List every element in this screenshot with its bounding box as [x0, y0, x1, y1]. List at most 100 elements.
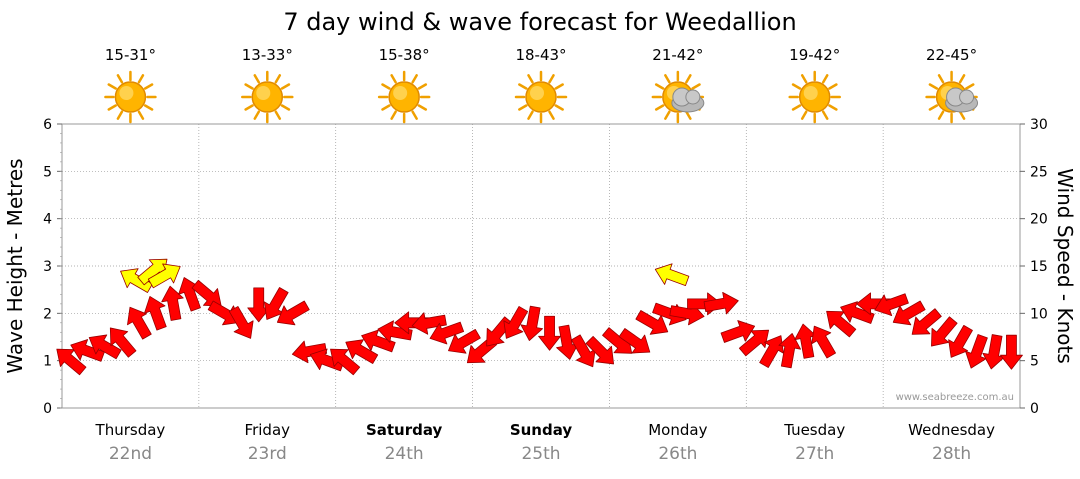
wind-arrow [874, 293, 909, 316]
wind-arrow [811, 325, 836, 359]
wind-arrow [1000, 334, 1023, 370]
wind-arrow [291, 340, 328, 364]
right-axis: 0 5 10 15 20 25 30 [1020, 117, 1048, 417]
day-temperature: 22-45° [926, 46, 977, 64]
gust-arrow [147, 263, 181, 289]
wind-arrow [276, 300, 310, 326]
day-temperature: 21-42° [652, 46, 703, 64]
tick-label-right: 30 [1030, 117, 1048, 133]
wind-arrow [56, 348, 87, 376]
watermark: www.seabreeze.com.au [896, 392, 1014, 403]
wind-arrow [826, 310, 857, 338]
day-name: Tuesday [783, 421, 845, 439]
wind-arrow [585, 335, 615, 365]
wind-arrows [56, 258, 1023, 376]
wind-arrow [70, 339, 105, 362]
day-name: Friday [245, 421, 291, 439]
wind-arrow [840, 301, 875, 324]
day-labels: Thursday 22nd Friday 23rd Saturday 24th Sunday… [95, 421, 996, 464]
wind-arrow [538, 315, 561, 351]
chart-title: 7 day wind & wave forecast for Weedallio… [283, 8, 796, 36]
day-name: Monday [648, 421, 707, 439]
tick-label-left: 2 [43, 306, 52, 322]
wind-arrow [88, 334, 122, 360]
sun-icon [788, 70, 841, 124]
wind-arrow [778, 333, 801, 369]
wind-arrow [982, 334, 1005, 370]
wind-arrow [911, 308, 942, 335]
y-axis-right-label: Wind Speed - Knots [1053, 168, 1077, 364]
day-date: 27th [795, 444, 834, 464]
day-date: 22nd [109, 444, 152, 464]
day-temperature: 18-43° [515, 46, 566, 64]
tick-label-left: 3 [43, 259, 52, 275]
day-date: 26th [658, 444, 697, 464]
wind-arrow [965, 334, 988, 369]
tick-label-left: 5 [43, 164, 52, 180]
wind-arrow [411, 312, 447, 335]
day-date: 25th [521, 444, 560, 464]
day-date: 24th [385, 444, 424, 464]
wind-arrow [247, 287, 271, 323]
wind-arrow [720, 320, 756, 343]
wind-arrow [503, 306, 529, 339]
wind-arrow [571, 334, 596, 368]
wind-arrow [361, 329, 396, 353]
day-temperature: 15-31° [105, 46, 156, 64]
tick-label-right: 5 [1030, 354, 1039, 370]
partly-cloudy-icon [651, 70, 705, 124]
y-axis-left-label: Wave Height - Metres [3, 158, 27, 373]
wind-arrow [143, 296, 167, 331]
wind-arrow [429, 321, 465, 345]
sun-icon [104, 70, 157, 124]
left-axis: 0 1 2 3 4 5 6 [43, 117, 62, 417]
day-temperature: 13-33° [242, 46, 293, 64]
sun-icon [377, 70, 431, 124]
tick-label-right: 20 [1030, 212, 1048, 228]
tick-label-right: 25 [1030, 164, 1048, 180]
wind-arrow [109, 327, 137, 358]
day-name: Thursday [95, 421, 166, 439]
day-date: 23rd [248, 444, 287, 464]
tick-label-left: 1 [43, 354, 52, 370]
wind-arrow [738, 329, 770, 357]
sun-icon [514, 70, 568, 124]
wind-arrow [263, 287, 289, 320]
tick-label-right: 0 [1030, 401, 1039, 417]
day-name: Sunday [510, 421, 573, 439]
day-date: 28th [932, 444, 971, 464]
wind-arrow [856, 292, 891, 316]
tick-label-right: 15 [1030, 259, 1048, 275]
wind-arrow [892, 300, 926, 326]
grid-lines [62, 124, 1020, 408]
tick-label-right: 10 [1030, 306, 1048, 322]
wind-arrow [330, 348, 361, 376]
wind-arrow [794, 323, 817, 359]
sun-icon [241, 70, 294, 124]
wind-arrow [520, 305, 543, 341]
wind-arrow [931, 316, 958, 347]
day-temperature: 15-38° [379, 46, 430, 64]
day-name: Saturday [366, 421, 443, 439]
wind-arrow [228, 306, 254, 339]
partly-cloudy-icon [925, 70, 979, 124]
day-temperature: 19-42° [789, 46, 840, 64]
wind-arrow [345, 339, 379, 364]
plot-area [61, 123, 1021, 409]
day-headers: 15-31° 13-33° 15-38° 18-43° 21-42° 19-42° 22-4… [104, 46, 979, 124]
wind-arrow [618, 328, 651, 354]
wind-arrow [448, 329, 481, 354]
wind-arrow [394, 311, 430, 335]
gust-arrow [654, 263, 690, 287]
day-name: Wednesday [908, 421, 995, 439]
tick-label-left: 4 [43, 212, 52, 228]
wind-arrow [161, 285, 184, 321]
tick-label-left: 0 [43, 401, 52, 417]
tick-label-left: 6 [43, 117, 52, 133]
wind-arrow [703, 291, 739, 315]
wind-arrow [127, 306, 152, 340]
wind-arrow [556, 324, 579, 360]
wind-arrow [948, 324, 973, 358]
wind-arrow [635, 310, 669, 335]
